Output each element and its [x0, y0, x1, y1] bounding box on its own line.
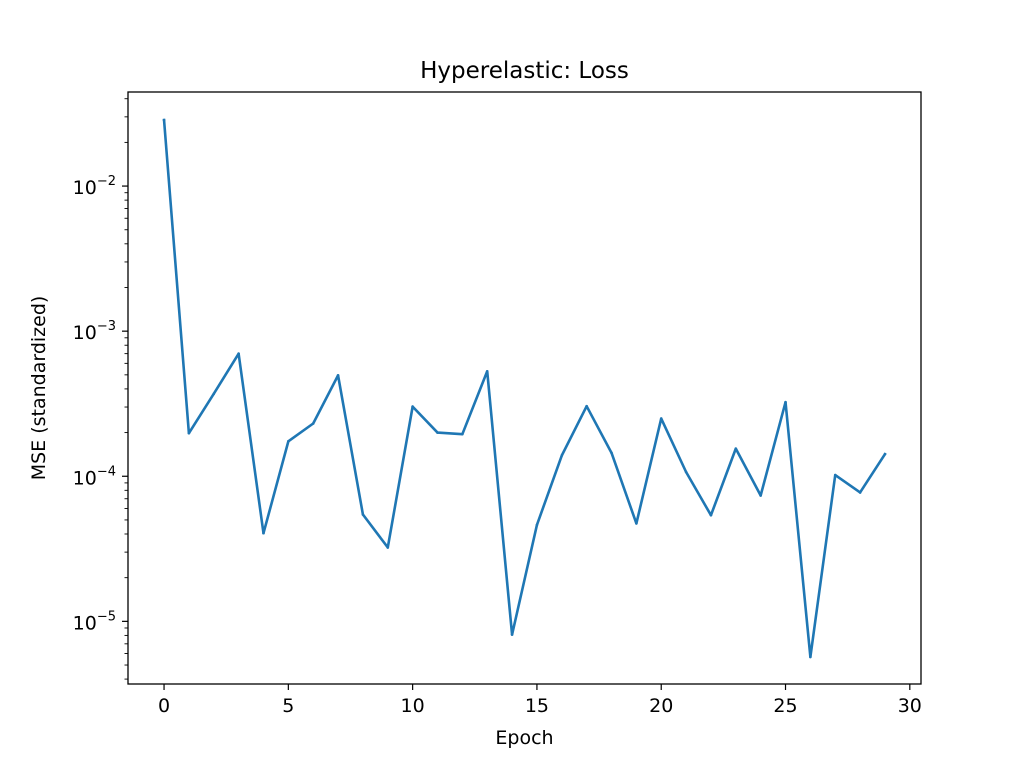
data-point [809, 655, 812, 659]
data-point [560, 454, 564, 457]
data-point [535, 523, 539, 527]
data-point [709, 513, 713, 517]
x-axis-ticks: 0 5 10 15 20 25 30 [158, 684, 922, 717]
data-point [237, 352, 240, 355]
data-point [858, 491, 862, 494]
x-tick-label: 20 [649, 695, 673, 717]
data-point [734, 447, 738, 450]
data-point [610, 451, 613, 455]
x-axis-label: Epoch [495, 727, 553, 749]
y-axis-ticks: 10−5 10−4 10−3 10−2 [73, 98, 128, 680]
data-point [883, 452, 887, 456]
y-tick-label: 10−4 [73, 464, 116, 489]
x-tick-label: 0 [158, 695, 170, 717]
data-point [659, 417, 663, 420]
data-point [187, 431, 191, 435]
plot-frame [127, 91, 922, 685]
x-tick-label: 10 [401, 695, 425, 717]
data-point [361, 513, 365, 516]
data-point [510, 633, 514, 636]
data-point [784, 400, 787, 404]
data-point [585, 404, 588, 408]
y-tick-label: 10−3 [73, 319, 116, 344]
y-tick-label: 10−2 [73, 174, 116, 199]
data-point [461, 432, 464, 436]
data-point [336, 374, 340, 377]
data-point [635, 522, 638, 525]
x-tick-label: 5 [282, 695, 294, 717]
data-point [311, 422, 315, 425]
data-point [386, 546, 390, 549]
y-axis-label: MSE (standardized) [28, 296, 50, 481]
series-layer [162, 118, 887, 659]
data-point [833, 473, 837, 477]
y-tick-label: 10−5 [73, 609, 116, 634]
x-tick-label: 30 [898, 695, 922, 717]
data-point [262, 531, 265, 535]
x-tick-label: 25 [773, 695, 797, 717]
data-point [411, 405, 414, 408]
data-point [287, 440, 290, 443]
x-tick-label: 15 [525, 695, 549, 717]
series-line-loss [162, 118, 887, 659]
data-point [436, 431, 439, 434]
data-point [684, 470, 688, 474]
data-point [162, 118, 166, 122]
data-point [212, 392, 216, 396]
data-point [759, 494, 762, 497]
chart-title: Hyperelastic: Loss [420, 58, 629, 84]
data-point [485, 369, 489, 373]
